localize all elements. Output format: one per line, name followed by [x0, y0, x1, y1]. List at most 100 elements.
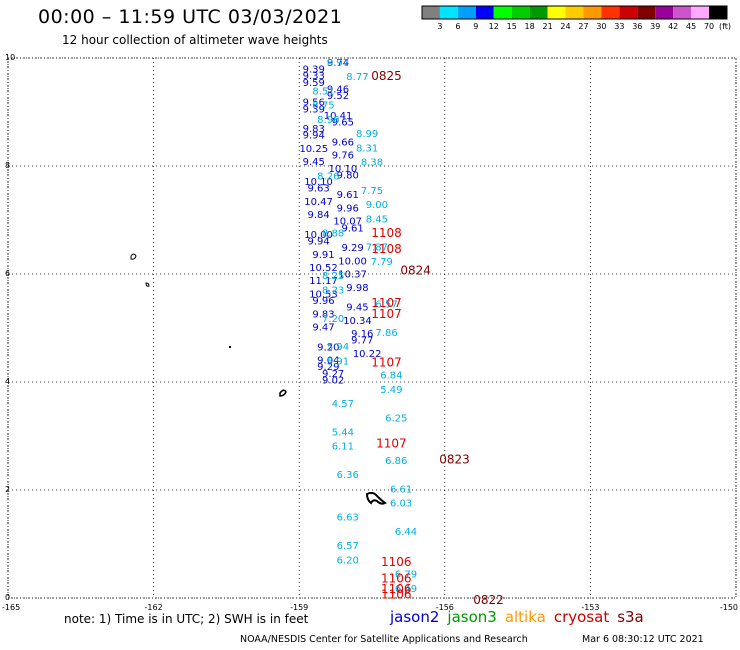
jason2-value-label: 9.74: [327, 58, 349, 69]
jason3-value-label: 7.20: [322, 314, 344, 325]
jason3-value-label: 6.36: [337, 470, 359, 481]
colorbar-tick: (ft): [719, 22, 731, 31]
jason2-value-label: 10.47: [304, 197, 333, 208]
jason2-value-label: 9.84: [307, 210, 329, 221]
jason2-value-label: 9.77: [351, 336, 373, 347]
jason3-value-label: 5.49: [380, 385, 402, 396]
colorbar-tick: 27: [578, 22, 588, 31]
colorbar-tick: 42: [668, 22, 678, 31]
colorbar-tick: 15: [507, 22, 517, 31]
jason3-value-label: 7.75: [361, 186, 383, 197]
axis-ticks: -165 -162 -159 -156 -153 -150 0 2 4 6 8 10: [2, 53, 738, 612]
legend-item-cryosat: cryosat: [553, 608, 610, 626]
colorbar-tick: 30: [596, 22, 606, 31]
colorbar-tick: 6: [455, 22, 460, 31]
cryosat-value-label: 1108: [371, 242, 402, 256]
colorbar-border: [421, 5, 728, 20]
data-marks: 9.749.399.339.599.469.529.569.3910.419.6…: [299, 58, 503, 607]
island-shape: [145, 282, 150, 287]
jason2-value-label: 9.61: [341, 223, 363, 234]
island-shape: [279, 389, 287, 397]
jason2-value-label: 9.46: [327, 84, 349, 95]
footer-note: note: 1) Time is in UTC; 2) SWH is in fe…: [64, 612, 309, 626]
jason3-value-label: 5.94: [327, 342, 349, 353]
jason2-value-label: 9.94: [307, 237, 329, 248]
colorbar-tick: 18: [525, 22, 535, 31]
jason3-value-label: 9.00: [366, 200, 388, 211]
legend-item-jason2: jason2: [390, 608, 440, 626]
jason2-value-label: 9.39: [303, 104, 325, 115]
jason3-value-label: 8.51: [312, 86, 334, 97]
colorbar-swatch: [529, 6, 548, 19]
jason3-value-label: 6.61: [390, 484, 412, 495]
cryosat-value-label: 1106: [381, 588, 412, 602]
chart-grid: [7, 57, 737, 599]
jason3-value-label: 6.03: [390, 499, 412, 510]
jason2-value-label: 9.98: [346, 283, 368, 294]
colorbar-tick: 3: [437, 22, 442, 31]
jason2-value-label: 10.37: [338, 270, 367, 281]
island-outlines: [130, 253, 387, 505]
jason3-value-label: 8.75: [312, 101, 334, 112]
jason3-value-label: 5.44: [332, 427, 354, 438]
colorbar: 3 6 9 12 15 18 21 24 27 30 33 36 39 42 45 70 (ft): [421, 5, 731, 31]
jason2-value-label: 10.34: [343, 316, 372, 327]
jason2-value-label: 9.33: [303, 71, 325, 82]
jason2-value-label: 10.25: [299, 144, 328, 155]
s3a-value-label: 0822: [473, 593, 504, 607]
jason3-value-label: 6.25: [385, 413, 407, 424]
generated-time: Mar 6 08:30:12 UTC 2021: [582, 634, 704, 645]
colorbar-tick: 70: [704, 22, 714, 31]
colorbar-swatch: [439, 6, 458, 19]
x-tick-label: -156: [436, 603, 454, 612]
jason2-value-label: 9.02: [322, 375, 344, 386]
jason2-value-label: 9.80: [337, 170, 359, 181]
jason2-value-label: 9.59: [303, 78, 325, 89]
island-shape: [130, 253, 137, 260]
jason2-value-label: 9.29: [317, 362, 339, 373]
jason2-value-label: 11.17: [309, 276, 338, 287]
jason2-value-label: 9.39: [303, 65, 325, 76]
cryosat-value-label: 1108: [371, 226, 402, 240]
jason2-value-label: 9.63: [307, 184, 329, 195]
colorbar-tick: 33: [614, 22, 624, 31]
colorbar-tick: 39: [650, 22, 660, 31]
jason2-value-label: 10.00: [304, 230, 333, 241]
page-subtitle: 12 hour collection of altimeter wave hei…: [62, 33, 328, 47]
jason2-value-label: 10.52: [309, 263, 338, 274]
jason2-value-label: 10.10: [329, 164, 358, 175]
jason2-value-label: 9.45: [346, 303, 368, 314]
jason2-value-label: 9.66: [332, 137, 354, 148]
jason2-value-label: 9.16: [351, 329, 373, 340]
x-tick-label: -153: [581, 603, 599, 612]
cryosat-value-label: 1106: [381, 582, 412, 596]
jason3-value-label: 4.57: [332, 399, 354, 410]
jason3-value-label: 8.97: [327, 58, 349, 69]
credit-text: NOAA/NESDIS Center for Satellite Applica…: [240, 634, 528, 645]
colorbar-swatch: [655, 6, 674, 19]
island-shape: [365, 491, 387, 505]
jason2-value-label: 9.65: [332, 118, 354, 129]
jason3-value-label: 6.44: [395, 527, 417, 538]
jason2-value-label: 9.61: [337, 190, 359, 201]
jason2-value-label: 9.76: [332, 151, 354, 162]
jason2-value-label: 9.91: [312, 250, 334, 261]
legend-item-jason3: jason3: [447, 608, 497, 626]
jason3-value-label: 6.20: [337, 555, 359, 566]
jason2-value-label: 9.56: [303, 98, 325, 109]
colorbar-swatch: [547, 6, 566, 19]
cryosat-value-label: 1107: [376, 436, 407, 450]
colorbar-swatch: [601, 6, 620, 19]
s3a-value-label: 0824: [400, 264, 431, 278]
x-tick-label: -150: [720, 603, 738, 612]
jason3-value-label: 8.38: [361, 157, 383, 168]
jason3-value-label: 8.25: [322, 271, 344, 282]
jason3-value-label: 8.77: [346, 72, 368, 83]
jason3-value-label: 8.31: [356, 143, 378, 154]
jason3-value-label: 7.87: [366, 243, 388, 254]
jason3-value-label: 6.49: [395, 584, 417, 595]
colorbar-swatch: [422, 6, 440, 19]
jason2-value-label: 9.27: [322, 369, 344, 380]
colorbar-tick: 36: [632, 22, 642, 31]
y-tick-label: 6: [5, 269, 10, 278]
